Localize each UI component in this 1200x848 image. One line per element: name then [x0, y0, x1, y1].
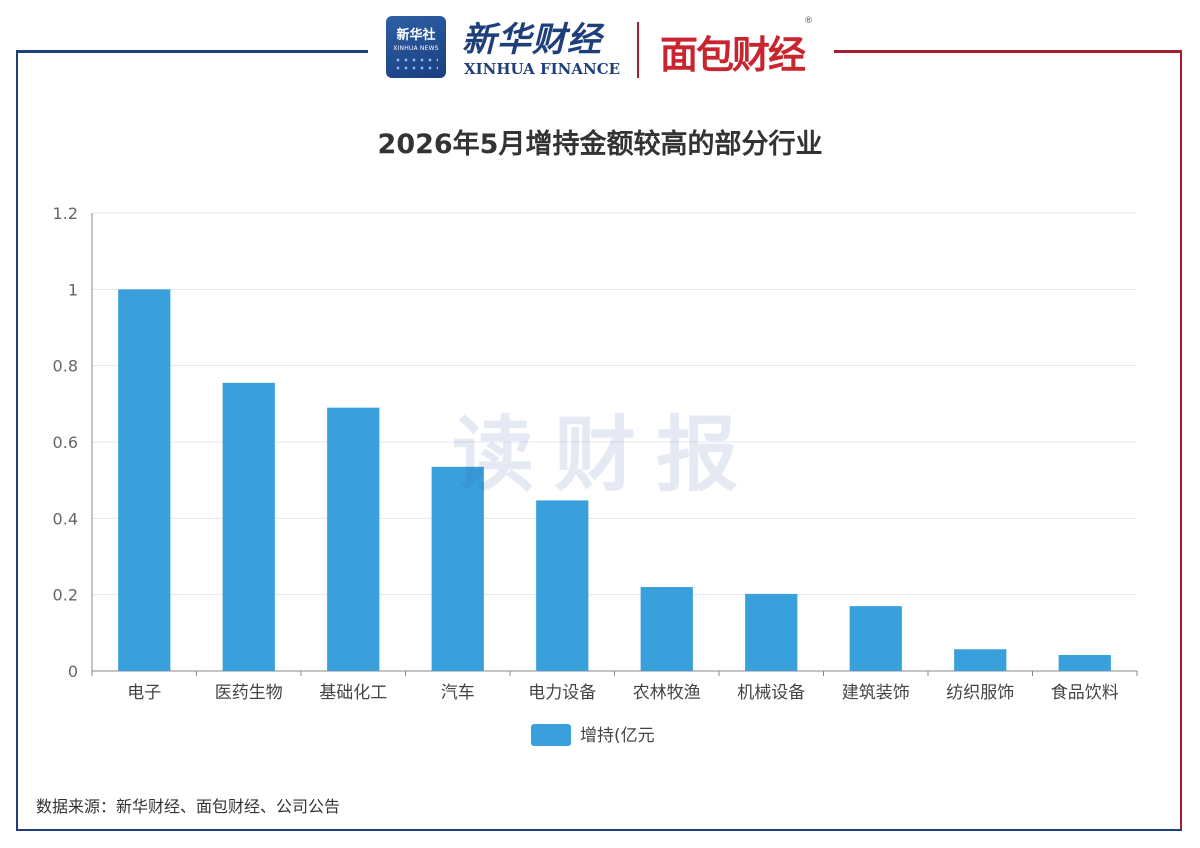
- y-tick-label: 0.6: [53, 433, 78, 452]
- bar: [431, 466, 484, 671]
- x-tick-label: 医药生物: [215, 683, 283, 703]
- x-tick-label: 基础化工: [319, 683, 387, 703]
- logo-divider: [637, 22, 639, 78]
- bar: [1058, 654, 1111, 671]
- frame-left-border: [16, 50, 18, 830]
- x-tick-label: 建筑装饰: [842, 683, 910, 703]
- x-tick-label: 纺织服饰: [946, 683, 1014, 703]
- bar: [745, 593, 798, 671]
- xinhua-finance-en: XINHUA FINANCE: [464, 60, 621, 78]
- bar: [222, 382, 275, 671]
- data-source: 数据来源：新华财经、面包财经、公司公告: [36, 797, 341, 816]
- xinhua-finance-cn: 新华财经: [462, 20, 602, 60]
- legend: 增持(亿元: [531, 724, 655, 746]
- bar: [849, 606, 902, 671]
- bar: [536, 500, 589, 671]
- xinhua-badge-en: XINHUA NEWS: [393, 45, 439, 52]
- bar: [327, 407, 380, 671]
- x-tick-label: 电力设备: [528, 683, 596, 703]
- bars: [118, 289, 1111, 671]
- frame-bottom-border: [16, 829, 1182, 831]
- globe-dots-icon: [394, 56, 438, 72]
- y-tick-label: 0.8: [53, 357, 78, 376]
- y-tick-label: 1: [68, 280, 78, 299]
- header-rule-left: [16, 50, 368, 53]
- bar: [640, 587, 693, 671]
- mianbao-finance-logo: 面包财经: [660, 33, 806, 77]
- bar: [954, 649, 1007, 671]
- watermark: 读财报: [452, 408, 759, 503]
- header-rule-right: [834, 50, 1182, 53]
- y-tick-label: 1.2: [53, 204, 78, 223]
- xinhua-news-logo: 新华社 XINHUA NEWS: [386, 16, 446, 78]
- legend-swatch: [531, 724, 571, 746]
- bar: [118, 289, 171, 671]
- x-tick-label: 汽车: [441, 683, 475, 703]
- chart-title: 2026年5月增持金额较高的部分行业: [377, 129, 823, 160]
- x-tick-label: 电子: [127, 683, 161, 703]
- legend-label: 增持(亿元: [580, 726, 655, 746]
- x-tick-label: 农林牧渔: [633, 683, 701, 703]
- xinhua-badge-cn: 新华社: [396, 28, 436, 43]
- y-tick-label: 0.2: [53, 586, 78, 605]
- frame-right-border: [1180, 50, 1182, 830]
- y-tick-label: 0.4: [53, 509, 78, 528]
- x-tick-label: 食品饮料: [1051, 683, 1119, 703]
- x-tick-label: 机械设备: [737, 683, 805, 703]
- header-logos: 新华社 XINHUA NEWS 新华财经 XINHUA FINANCE 面包财经…: [380, 12, 824, 82]
- y-tick-label: 0: [68, 662, 78, 681]
- registered-mark: ®: [804, 16, 813, 26]
- tick-labels: 0 0.2 0.4 0.6 0.8 1 1.2 电子 医药生物 基础化工 汽车 电力设备 农林牧渔 机械设…: [53, 204, 1119, 703]
